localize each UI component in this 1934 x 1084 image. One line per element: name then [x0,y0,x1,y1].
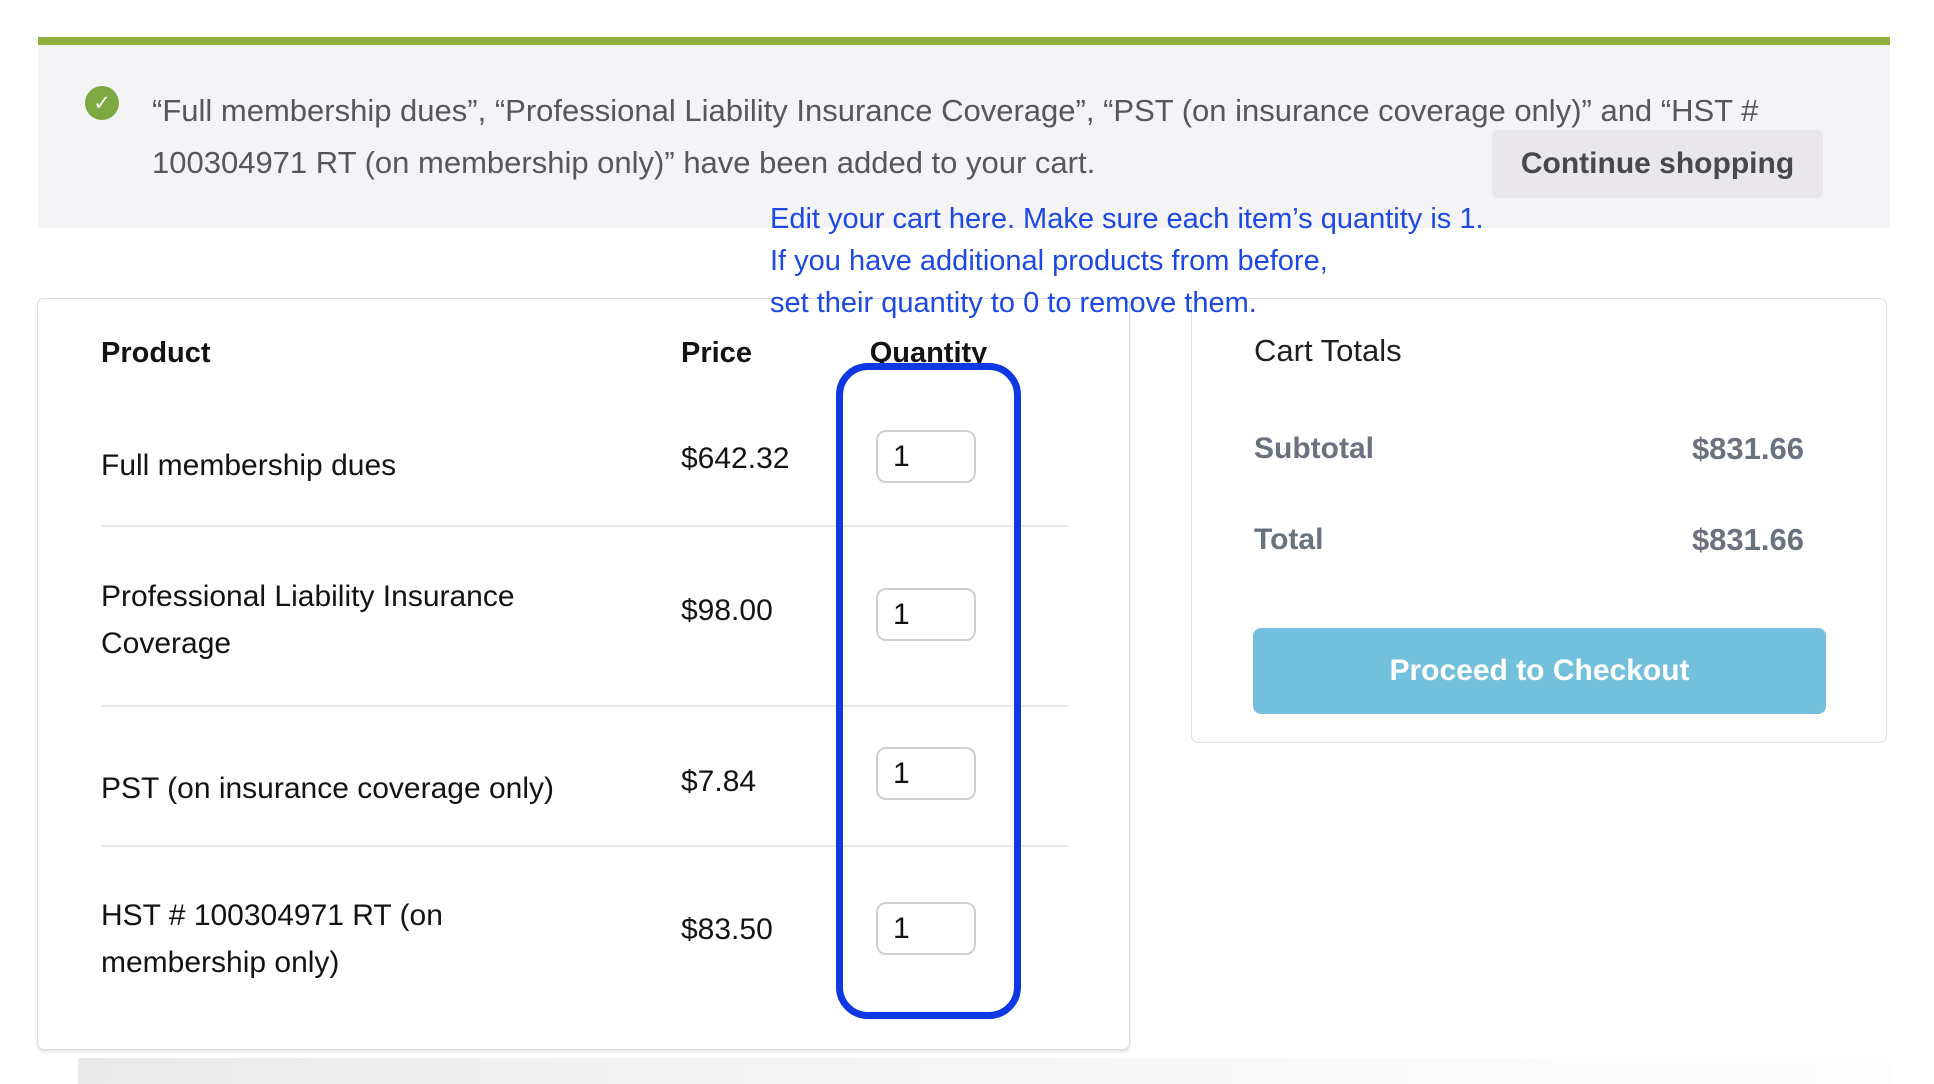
cart-item-name: HST # 100304971 RT (on membership only) [101,899,443,979]
banner-message-line1: “Full membership dues”, “Professional Li… [152,93,1759,128]
cart-item-name: PST (on insurance coverage only) [101,772,555,805]
annotation-line-2: If you have additional products from bef… [770,245,1328,277]
column-header-quantity: Quantity [869,337,988,369]
cart-totals-card: Cart Totals Subtotal $831.66 Total $831.… [1191,298,1887,743]
cart-added-banner: ✓ “Full membership dues”, “Professional … [38,45,1890,228]
row-divider [101,845,1069,847]
cart-item-price: $98.00 [681,594,773,627]
total-value: $831.66 [1691,522,1804,557]
column-header-product: Product [101,337,211,369]
proceed-to-checkout-button[interactable]: Proceed to Checkout [1253,628,1826,714]
cart-item-price: $7.84 [681,765,757,798]
cart-item-price: $83.50 [681,913,773,946]
continue-shopping-button[interactable]: Continue shopping [1492,130,1823,198]
annotation-line-3: set their quantity to 0 to remove them. [770,287,1257,319]
quantity-input-1[interactable] [876,430,976,483]
cart-item-name: Full membership dues [101,449,397,482]
row-divider [101,525,1069,527]
total-label: Total [1254,523,1324,556]
subtotal-label: Subtotal [1254,432,1374,465]
next-section-edge [78,1058,1890,1084]
quantity-input-2[interactable] [876,588,976,641]
subtotal-value: $831.66 [1691,431,1804,466]
annotation-line-1: Edit your cart here. Make sure each item… [770,203,1484,235]
banner-message-line2: 100304971 RT (on membership only)” have … [152,145,1096,180]
check-circle-icon: ✓ [85,86,119,120]
column-header-price: Price [681,337,752,369]
row-divider [101,705,1069,707]
cart-table-card: Product Price Quantity Full membership d… [37,298,1130,1050]
cart-item-name: Professional Liability Insurance Coverag… [101,580,515,660]
quantity-input-4[interactable] [876,902,976,955]
cart-totals-title: Cart Totals [1254,333,1402,368]
quantity-input-3[interactable] [876,747,976,800]
banner-top-border [38,37,1890,45]
annotation-note: Edit your cart here. Make sure each item… [770,198,1484,324]
cart-item-price: $642.32 [681,442,790,475]
